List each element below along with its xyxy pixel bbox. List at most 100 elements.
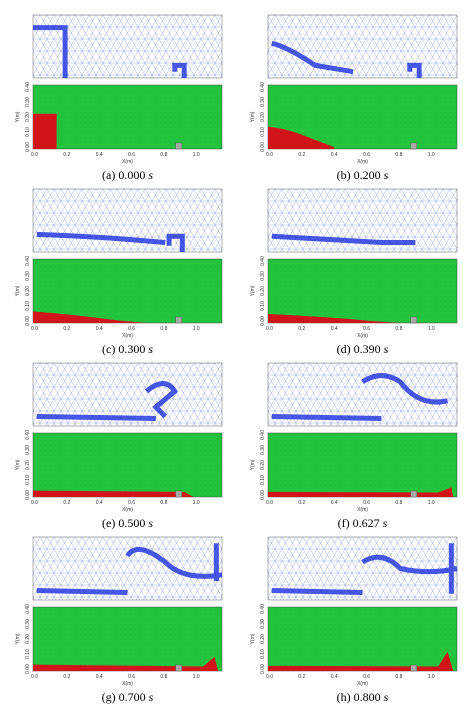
y-tick-label: 0.20 xyxy=(260,460,266,470)
mesh-view xyxy=(32,188,223,253)
caption-time: 0.200 xyxy=(354,168,381,182)
caption-unit: s xyxy=(148,516,153,530)
y-tick-label: 0.20 xyxy=(260,634,266,644)
obstacle xyxy=(410,316,417,324)
y-tick-label: 0.00 xyxy=(25,664,31,674)
x-tick-label: 1.0 xyxy=(428,500,435,506)
y-axis-label: Y(m) xyxy=(250,633,256,644)
y-tick-label: 0.10 xyxy=(260,649,266,659)
y-tick-label: 0.00 xyxy=(25,490,31,500)
x-tick-label: 1.0 xyxy=(428,326,435,332)
y-tick-label: 0.40 xyxy=(260,82,266,92)
panel: 0.0 0.2 0.4 0.6 0.8 1.0 X(m) 0.00 0.10 0.20 0.30 0.… xyxy=(250,14,458,182)
x-axis-label: X(m) xyxy=(357,333,368,339)
y-tick-label: 0.40 xyxy=(260,256,266,266)
mesh-refinement xyxy=(36,543,223,595)
caption-unit: s xyxy=(149,690,154,704)
y-tick-label: 0.10 xyxy=(25,649,31,659)
caption-label: (a) xyxy=(102,168,115,182)
x-axis-label: X(m) xyxy=(357,507,368,513)
x-tick-label: 0.4 xyxy=(96,152,103,158)
x-axis-label: X(m) xyxy=(122,159,133,165)
x-tick-label: 0.0 xyxy=(31,500,38,506)
panel: 0.0 0.2 0.4 0.6 0.8 1.0 X(m) 0.00 0.10 0.20 0.30 0.… xyxy=(250,362,458,530)
water xyxy=(33,113,57,149)
water xyxy=(268,651,454,671)
caption-label: (g) xyxy=(102,690,116,704)
y-axis-label: Y(m) xyxy=(250,111,256,122)
caption-unit: s xyxy=(384,342,389,356)
caption-time: 0.300 xyxy=(118,342,145,356)
x-tick-label: 1.0 xyxy=(193,500,200,506)
x-tick-label: 0.2 xyxy=(63,326,70,332)
x-axis-label: X(m) xyxy=(357,159,368,165)
panel: 0.0 0.2 0.4 0.6 0.8 1.0 X(m) 0.00 0.10 0.20 0.30 0.… xyxy=(250,188,458,356)
x-tick-label: 0.8 xyxy=(395,152,402,158)
y-tick-label: 0.10 xyxy=(25,475,31,485)
x-tick-label: 0.6 xyxy=(363,674,370,680)
obstacle xyxy=(175,316,182,324)
y-tick-label: 0.00 xyxy=(260,316,266,326)
particles xyxy=(33,607,222,671)
obstacle xyxy=(410,142,417,150)
y-tick-label: 0.10 xyxy=(25,301,31,311)
obstacle xyxy=(410,664,417,672)
y-tick-label: 0.20 xyxy=(25,460,31,470)
obstacle xyxy=(175,142,182,150)
water xyxy=(33,311,147,323)
x-axis-label: X(m) xyxy=(357,681,368,687)
y-tick-label: 0.10 xyxy=(25,127,31,137)
x-tick-label: 0.6 xyxy=(363,500,370,506)
caption-label: (d) xyxy=(337,342,351,356)
y-axis-label: Y(m) xyxy=(15,633,21,644)
x-tick-label: 0.8 xyxy=(395,500,402,506)
mesh-refinement xyxy=(271,233,416,246)
x-tick-label: 0.8 xyxy=(160,500,167,506)
x-tick-label: 0.2 xyxy=(63,674,70,680)
x-tick-label: 0.6 xyxy=(363,152,370,158)
x-tick-label: 0.0 xyxy=(266,674,273,680)
x-tick-label: 0.2 xyxy=(63,152,70,158)
y-tick-label: 0.30 xyxy=(260,619,266,629)
water xyxy=(33,656,219,671)
particles xyxy=(268,607,457,671)
panel: 0.0 0.2 0.4 0.6 0.8 1.0 X(m) 0.00 0.10 0.20 0.30 0.… xyxy=(250,536,458,704)
y-tick-label: 0.40 xyxy=(25,604,31,614)
x-axis-label: X(m) xyxy=(122,507,133,513)
x-tick-label: 0.0 xyxy=(31,326,38,332)
x-tick-label: 1.0 xyxy=(428,674,435,680)
obstacle xyxy=(410,490,417,498)
x-tick-label: 0.2 xyxy=(298,674,305,680)
x-tick-label: 0.6 xyxy=(363,326,370,332)
y-tick-label: 0.30 xyxy=(260,97,266,107)
water xyxy=(268,126,335,149)
caption-unit: s xyxy=(148,342,153,356)
x-tick-label: 0.8 xyxy=(160,152,167,158)
y-tick-label: 0.40 xyxy=(25,256,31,266)
caption-time: 0.700 xyxy=(119,690,146,704)
particles xyxy=(33,85,222,149)
y-axis-label: Y(m) xyxy=(15,459,21,470)
mesh-refinement xyxy=(271,373,449,421)
panel: 0.0 0.2 0.4 0.6 0.8 1.0 X(m) 0.00 0.10 0.20 0.30 0.… xyxy=(15,362,223,530)
mesh-refinement xyxy=(271,40,422,78)
x-tick-label: 0.0 xyxy=(31,674,38,680)
x-tick-label: 0.8 xyxy=(395,674,402,680)
y-tick-label: 0.20 xyxy=(25,286,31,296)
x-tick-label: 0.2 xyxy=(298,326,305,332)
obstacle xyxy=(175,664,182,672)
y-tick-label: 0.10 xyxy=(260,127,266,137)
y-tick-label: 0.20 xyxy=(260,112,266,122)
caption: (e) 0.500 s xyxy=(102,516,153,530)
particles xyxy=(33,433,222,497)
water xyxy=(268,487,454,497)
caption: (g) 0.700 s xyxy=(102,690,154,704)
y-tick-label: 0.30 xyxy=(260,445,266,455)
mesh-refinement xyxy=(36,380,178,421)
x-tick-label: 0.2 xyxy=(298,500,305,506)
caption: (c) 0.300 s xyxy=(102,342,153,356)
caption-unit: s xyxy=(384,168,389,182)
y-tick-label: 0.40 xyxy=(260,430,266,440)
x-tick-label: 0.6 xyxy=(128,326,135,332)
